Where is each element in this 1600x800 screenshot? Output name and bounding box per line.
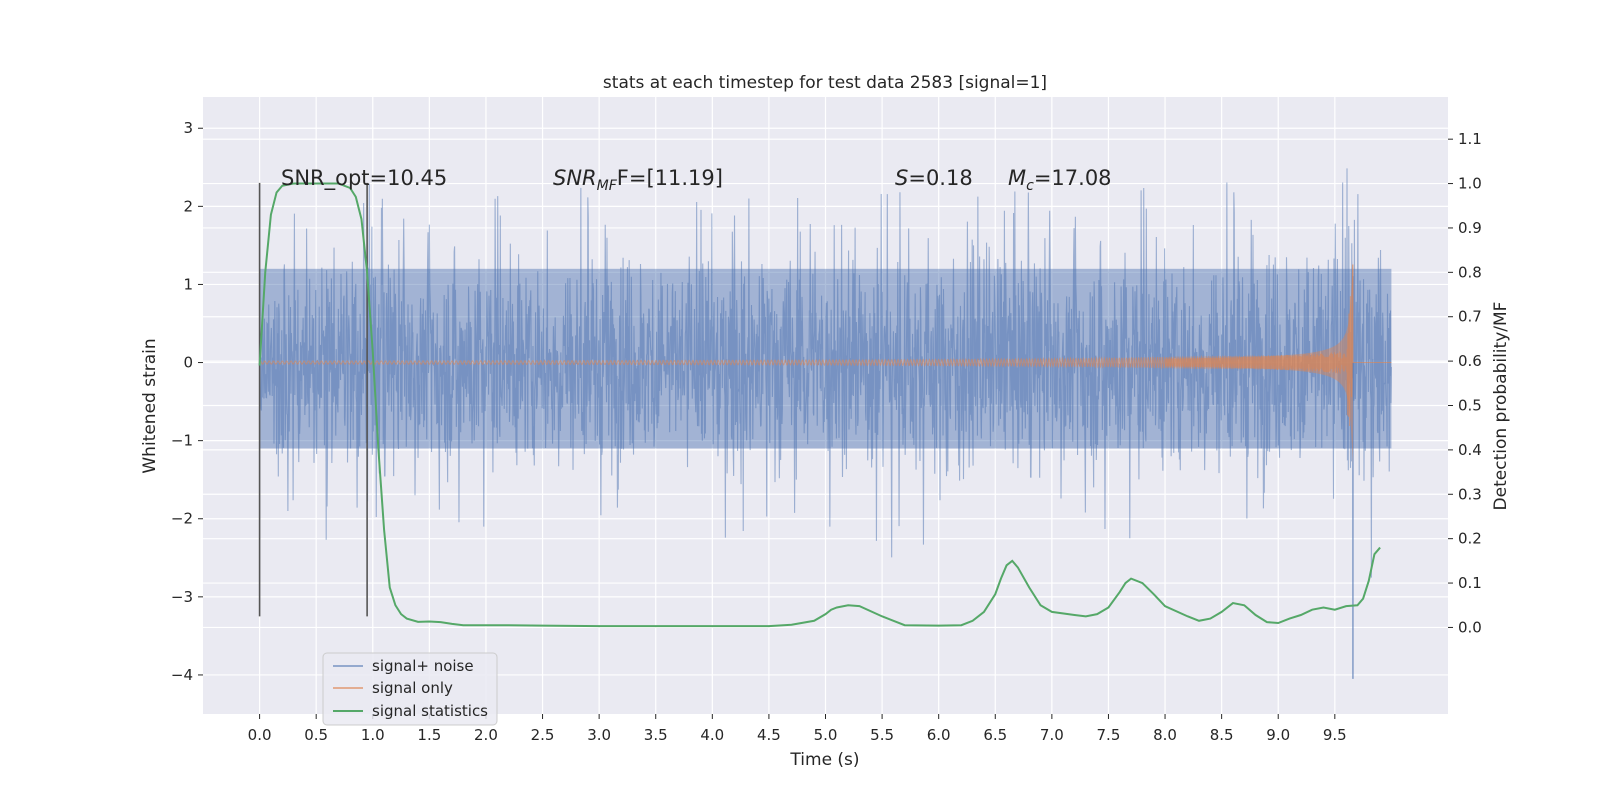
x-tick-label: 8.5 xyxy=(1210,726,1234,744)
x-tick-label: 4.5 xyxy=(757,726,781,744)
y2-tick-label: 0.3 xyxy=(1458,485,1482,503)
y-tick-label: 3 xyxy=(183,119,193,137)
signal-statistics-line xyxy=(258,182,1381,628)
y2-tick-label: 0.1 xyxy=(1458,574,1482,592)
x-tick-label: 5.0 xyxy=(814,726,838,744)
snr-mf-value: F=[11.19] xyxy=(617,166,723,190)
series-signal-plus-noise xyxy=(259,168,1392,679)
y2-tick-label: 1.1 xyxy=(1458,130,1482,148)
snr-mf-subscript: MF xyxy=(597,178,618,194)
x-tick-label: 3.0 xyxy=(587,726,611,744)
x-tick-label: 5.5 xyxy=(870,726,894,744)
y2-axis-label: Detection probability/MF xyxy=(1491,302,1511,511)
signal-only-line xyxy=(259,264,1392,426)
y2-tick-label: 0.5 xyxy=(1458,397,1482,415)
x-tick-label: 7.5 xyxy=(1097,726,1121,744)
signal-only-chirp xyxy=(1165,261,1353,465)
s-value: =0.18 xyxy=(908,166,972,190)
series-signal-statistics xyxy=(258,182,1381,628)
annotation-snr-opt: SNR_opt=10.45 xyxy=(281,166,447,191)
y2-tick-label: 0.6 xyxy=(1458,352,1482,370)
x-tick-label: 1.0 xyxy=(361,726,385,744)
signal-plus-noise-core xyxy=(259,268,1392,449)
y-tick-label: −1 xyxy=(171,432,193,450)
x-tick-label: 8.0 xyxy=(1153,726,1177,744)
y-tick-label: −4 xyxy=(171,666,193,684)
snr-mf-variable: SNR xyxy=(553,166,597,190)
chart-title: stats at each timestep for test data 258… xyxy=(603,73,1047,93)
mc-variable: M xyxy=(1008,166,1026,190)
y2-axis-ticks: 1.1 1.0 0.9 0.8 0.7 0.6 0.5 0.4 0.3 0.2 0.1 0.0 xyxy=(1448,130,1482,636)
y-tick-label: −3 xyxy=(171,588,193,606)
y-tick-label: 1 xyxy=(183,275,193,293)
x-tick-label: 4.0 xyxy=(700,726,724,744)
signal-plus-noise-line xyxy=(259,168,1392,578)
x-tick-label: 0.5 xyxy=(304,726,328,744)
legend-box xyxy=(322,652,498,726)
legend-label-signal-statistics: signal statistics xyxy=(372,702,488,720)
legend: signal+ noise signal only signal statist… xyxy=(322,652,498,726)
x-tick-label: 2.0 xyxy=(474,726,498,744)
vertical-markers xyxy=(258,182,368,617)
x-tick-label: 6.0 xyxy=(927,726,951,744)
s-variable: S xyxy=(895,166,908,190)
y-axis-label: Whitened strain xyxy=(140,338,160,473)
y2-tick-label: 0.8 xyxy=(1458,263,1482,281)
y-tick-label: 2 xyxy=(183,197,193,215)
y2-tick-label: 1.0 xyxy=(1458,175,1482,193)
x-tick-label: 3.5 xyxy=(644,726,668,744)
y2-tick-label: 0.7 xyxy=(1458,308,1482,326)
annotation-snr-mf: SNRMFF=[11.19] xyxy=(553,166,723,194)
x-tick-label: 0.0 xyxy=(248,726,272,744)
legend-label-signal-plus-noise: signal+ noise xyxy=(372,657,474,675)
x-tick-label: 6.5 xyxy=(983,726,1007,744)
x-tick-label: 7.0 xyxy=(1040,726,1064,744)
y2-tick-label: 0.4 xyxy=(1458,441,1482,459)
y-axis-ticks: 3 2 1 0 −1 −2 −3 −4 xyxy=(171,119,203,684)
series-signal-only xyxy=(259,261,1392,465)
x-axis-label: Time (s) xyxy=(789,750,859,770)
x-axis-ticks: 0.0 0.5 1.0 1.5 2.0 2.5 3.0 3.5 4.0 4.5 5.0 5.5 6.0 6… xyxy=(248,714,1347,744)
y-tick-label: −2 xyxy=(171,510,193,528)
annotation-s: S=0.18 xyxy=(895,166,973,190)
x-tick-label: 9.0 xyxy=(1266,726,1290,744)
y2-tick-label: 0.0 xyxy=(1458,618,1482,636)
y2-tick-label: 0.9 xyxy=(1458,219,1482,237)
mc-subscript: c xyxy=(1026,178,1034,194)
x-tick-label: 9.5 xyxy=(1323,726,1347,744)
x-tick-label: 1.5 xyxy=(417,726,441,744)
annotation-mc: Mc=17.08 xyxy=(1008,166,1112,194)
legend-label-signal-only: signal only xyxy=(372,679,453,697)
y-tick-label: 0 xyxy=(183,354,193,372)
x-tick-label: 2.5 xyxy=(531,726,555,744)
mc-value: =17.08 xyxy=(1034,166,1112,190)
y2-tick-label: 0.2 xyxy=(1458,530,1482,548)
